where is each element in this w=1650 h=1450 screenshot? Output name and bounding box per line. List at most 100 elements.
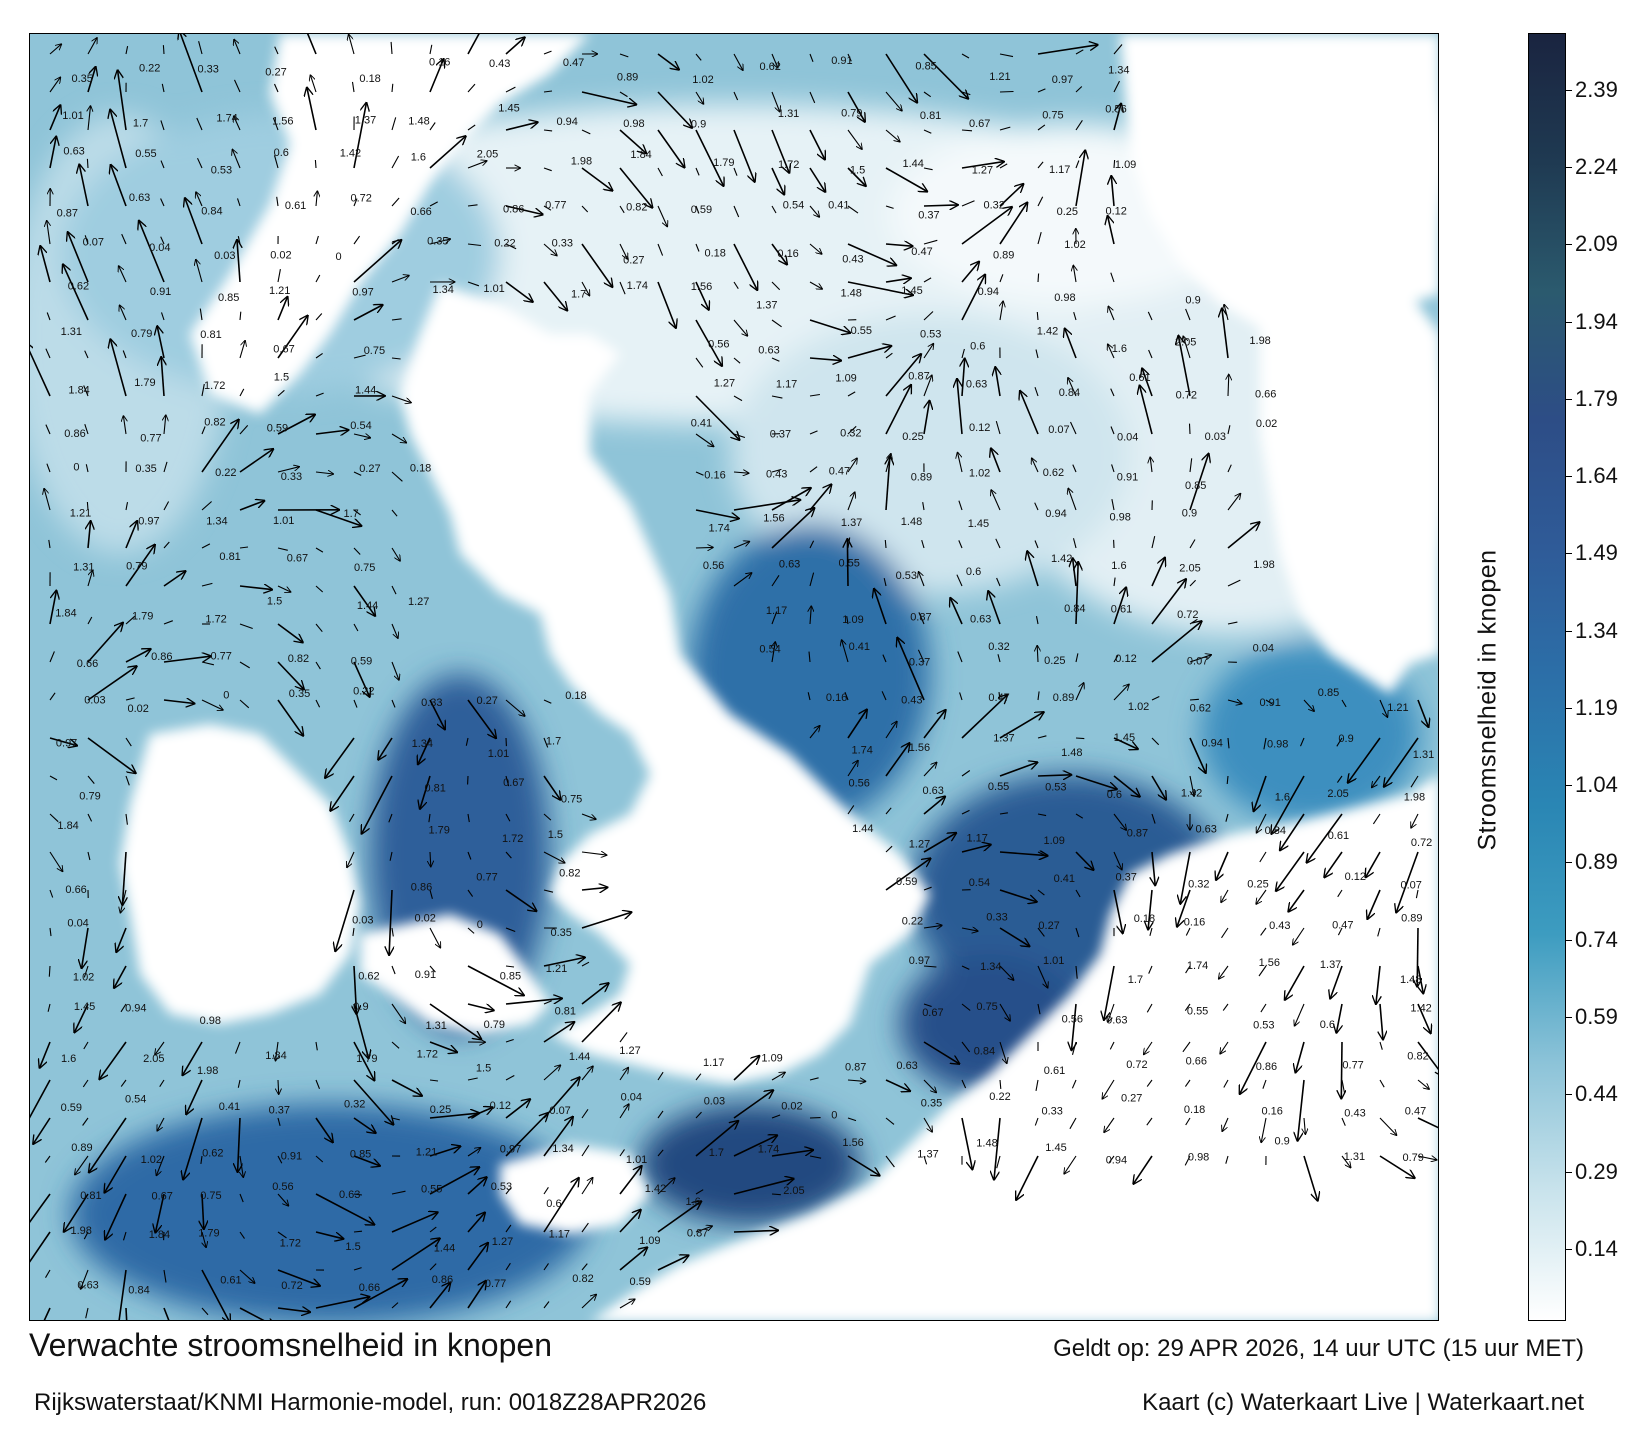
speed-value-label: 0.62 <box>68 281 89 293</box>
current-vector-arrow <box>467 927 475 934</box>
current-vector-arrow <box>543 1301 550 1309</box>
current-vector-arrow <box>1037 927 1045 937</box>
current-speed-map[interactable]: 0.35 0.22 0.33 0.27 0.18 0.16 0.43 0.47 0.89 1.02… <box>29 33 1439 1321</box>
current-vector-arrow <box>87 851 91 861</box>
current-vector-arrow <box>999 274 1004 283</box>
speed-value-label: 0.33 <box>552 237 573 249</box>
current-vector-arrow <box>808 651 811 663</box>
speed-value-label: 0.75 <box>200 1190 221 1202</box>
speed-value-label: 1.98 <box>1404 792 1425 804</box>
speed-value-label: 1.02 <box>141 1154 162 1166</box>
current-vector-arrow <box>847 281 913 295</box>
speed-value-label: 1.5 <box>274 371 289 383</box>
current-vector-arrow <box>278 1079 279 1094</box>
current-vector-arrow <box>429 44 433 55</box>
current-vector-arrow <box>1379 1079 1385 1088</box>
speed-value-label: 2.05 <box>143 1053 164 1065</box>
speed-value-label: 0.6 <box>970 341 985 353</box>
current-vector-arrow <box>467 889 474 897</box>
current-vector-arrow <box>581 1178 593 1195</box>
speed-value-label: 0.79 <box>131 328 152 340</box>
current-vector-arrow <box>959 692 963 701</box>
current-vector-arrow <box>467 1177 487 1195</box>
current-vector-arrow <box>961 207 1012 245</box>
speed-value-label: 0.22 <box>215 467 236 479</box>
current-vector-arrow <box>1151 737 1160 746</box>
speed-value-label: 0.67 <box>503 777 524 789</box>
speed-value-label: 0.07 <box>1048 424 1069 436</box>
speed-value-label: 0.47 <box>988 692 1009 704</box>
current-vector-arrow <box>1376 965 1380 1004</box>
current-vector-arrow <box>315 1231 343 1239</box>
current-vector-arrow <box>1148 889 1152 930</box>
current-vector-arrow <box>505 1075 515 1081</box>
current-vector-arrow <box>885 352 893 359</box>
speed-value-label: 0.37 <box>909 657 930 669</box>
current-vector-arrow <box>87 38 97 55</box>
speed-value-label: 1.56 <box>272 116 293 128</box>
current-vector-arrow <box>335 889 355 951</box>
speed-value-label: 0.55 <box>421 1183 442 1195</box>
speed-value-label: 0.55 <box>1187 1005 1208 1017</box>
current-vector-arrow <box>1037 851 1048 857</box>
current-vector-arrow <box>467 1107 493 1119</box>
current-vector-arrow <box>353 103 366 169</box>
speed-value-label: 1.74 <box>1187 960 1208 972</box>
current-vector-arrow <box>882 654 887 663</box>
current-vector-arrow <box>1189 579 1196 587</box>
speed-value-label: 0.16 <box>826 692 847 704</box>
current-vector-arrow <box>1144 1041 1153 1055</box>
speed-value-label: 0.87 <box>910 612 931 624</box>
current-vector-arrow <box>197 157 203 169</box>
current-vector-arrow <box>695 91 704 104</box>
speed-value-label: 1.02 <box>1128 701 1149 713</box>
speed-value-label: 0.56 <box>1105 103 1126 115</box>
current-vector-arrow <box>695 205 700 214</box>
speed-value-label: 0.85 <box>1185 480 1206 492</box>
speed-value-label: 0.12 <box>969 422 990 434</box>
current-vector-arrow <box>695 1073 702 1081</box>
speed-value-label: 0.16 <box>1184 916 1205 928</box>
current-vector-arrow <box>277 547 288 551</box>
land-denmark <box>1260 274 1438 694</box>
speed-value-label: 0.32 <box>344 1098 365 1110</box>
speed-value-label: 0.37 <box>269 1105 290 1117</box>
current-vector-arrow <box>809 540 815 549</box>
current-vector-arrow <box>885 807 892 815</box>
speed-value-label: 1.6 <box>686 1196 701 1208</box>
speed-value-label: 1.01 <box>626 1154 647 1166</box>
current-vector-arrow <box>809 393 820 397</box>
current-vector-arrow <box>160 120 165 131</box>
current-vector-arrow <box>581 1002 621 1043</box>
current-vector-arrow <box>1148 349 1153 359</box>
speed-value-label: 0.32 <box>988 641 1009 653</box>
current-vector-arrow <box>917 649 925 663</box>
speed-value-label: 0.86 <box>503 203 524 215</box>
current-vector-arrow <box>161 357 164 397</box>
current-vector-arrow <box>581 281 590 296</box>
current-vector-arrow <box>1227 737 1230 749</box>
current-vector-arrow <box>1150 457 1152 473</box>
current-vector-arrow <box>1227 621 1238 625</box>
speed-value-label: 1.45 <box>1114 732 1135 744</box>
speed-value-label: 1.7 <box>133 118 148 130</box>
current-vector-arrow <box>1037 813 1047 817</box>
current-vector-arrow <box>733 1135 777 1157</box>
current-vector-arrow <box>1336 1003 1343 1033</box>
colorbar-tick-mark <box>1566 707 1572 709</box>
current-vector-arrow <box>83 1231 89 1240</box>
speed-value-label: 0.72 <box>1177 609 1198 621</box>
current-vector-arrow <box>543 205 552 211</box>
current-vector-arrow <box>1113 587 1126 625</box>
speed-value-label: 1.44 <box>434 1243 455 1255</box>
speed-value-label: 0.62 <box>1043 467 1064 479</box>
current-vector-arrow <box>1113 159 1116 169</box>
current-vector-arrow <box>657 1110 664 1119</box>
current-vector-arrow <box>994 1117 1001 1180</box>
current-vector-arrow <box>467 1213 485 1233</box>
current-vector-arrow <box>1177 889 1191 927</box>
current-vector-arrow <box>1418 965 1423 993</box>
current-vector-arrow <box>885 743 910 777</box>
speed-value-label: 0.54 <box>350 420 371 432</box>
current-vector-arrow <box>885 721 897 739</box>
